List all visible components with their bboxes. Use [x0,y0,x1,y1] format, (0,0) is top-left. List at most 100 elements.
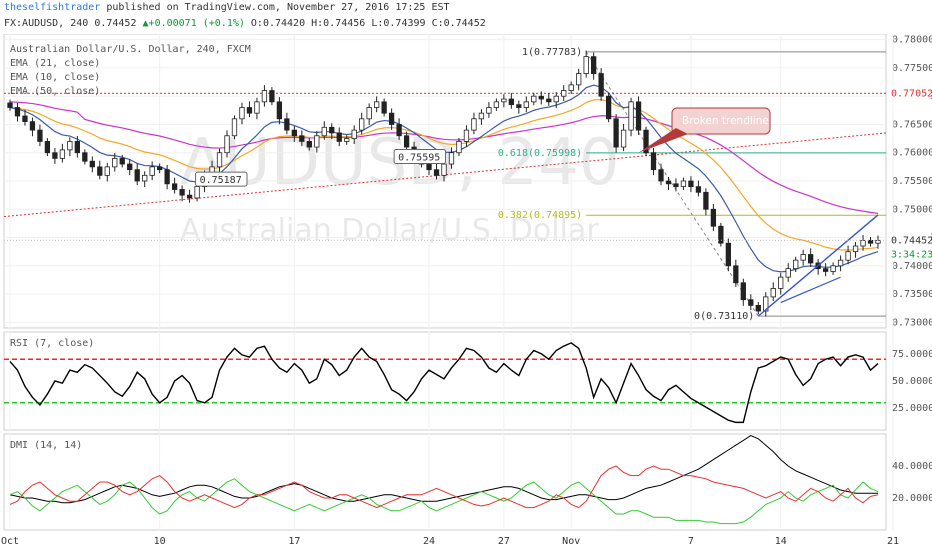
open-value: O:0.74420 [250,18,306,29]
candle-body [381,101,387,114]
candle-body [643,129,649,154]
price-tick-label: 0.76000 [892,148,932,159]
candle-body [388,112,395,125]
candle-body [299,135,305,142]
ema50-line [9,101,879,215]
candle-body [67,141,73,151]
candle-body [463,129,470,142]
annotation-text: Broken trendline [682,115,769,127]
price-tick-label: 0.78000 [892,35,932,46]
rsi-label: RSI (7, close) [10,338,94,349]
candle-body [37,129,43,142]
candle-body [403,135,410,148]
candle-body [74,141,80,154]
dmi-tick-label: 20.0000 [892,493,932,504]
candle-body [97,166,103,176]
date-tick-label: 27 [498,536,510,547]
candle-body [808,254,814,264]
date-tick-label: Oct [1,536,19,547]
candle-body [531,95,537,103]
candle-body [82,152,88,162]
dmi-series-adx [9,435,878,504]
candle-body [733,265,739,284]
low-value: L:0.74399 [371,18,426,29]
candle-body [501,98,507,103]
candle-body [291,129,297,137]
dmi-label: DMI (14, 14) [10,440,82,451]
candle-body [546,98,552,103]
candle-body [284,118,290,131]
candle-body [239,107,245,120]
ema21-line [9,98,879,251]
candle-body [224,135,230,154]
rsi-tick-label: 25.0000 [892,403,932,414]
candle-body [366,107,372,120]
candle-body [186,194,193,199]
resistance-price-tag-bg [889,86,931,100]
candle-body [112,157,118,168]
price-tick-label: 0.74000 [892,261,932,272]
candle-body [194,186,200,199]
candle-body [359,118,365,131]
candle-body [508,98,514,106]
dmi-series-di [9,465,879,509]
instrument-title: Australian Dollar/U.S. Dollar, 240, FXCM [10,44,251,55]
candle-body [374,101,380,108]
candle-body [471,118,477,131]
author-link[interactable]: theselfishtrader [4,2,101,13]
candle-body [703,191,709,210]
candle-body [710,208,717,227]
dmi-pane-frame [3,433,887,531]
candle-body [448,152,455,165]
dmi-tick-label: 40.0000 [892,461,932,472]
candle-body [553,95,559,103]
candle-body [254,101,260,114]
candle-body [261,90,268,103]
indicator-label: EMA (21, close) [10,58,100,69]
price-tick-label: 0.75500 [892,176,932,187]
candle-body [321,126,327,137]
candle-body [576,73,582,86]
last-price-tag-bg [889,233,931,247]
candle-body [785,268,791,278]
candle-body [179,189,185,196]
date-tick-label: 10 [154,536,166,547]
candle-body [344,138,350,142]
candle-body [164,169,170,185]
candle-body [688,180,694,188]
candle-body [523,101,529,108]
date-tick-label: 14 [775,536,787,547]
candle-body [800,254,806,261]
candle-body [650,152,657,171]
date-tick-label: 7 [688,536,694,547]
low-callout-box [195,171,248,187]
candle-body [52,152,58,159]
candle-body [658,169,664,182]
rsi-line [9,342,879,424]
candle-body [216,152,223,168]
channel-line-lower [780,276,841,304]
high-value: H:0.74456 [311,18,366,29]
candle-body [134,169,140,182]
candle-body [456,141,462,154]
price-tick-label: 0.76500 [892,119,932,130]
candle-body [149,166,155,176]
time-remaining-tag-bg [889,247,931,261]
candle-body [336,132,342,142]
indicator-label: EMA (50, close) [10,86,100,97]
time-remaining-tag: 3:34:23 [891,249,932,260]
candle-body [598,73,604,97]
resistance-price-tag: 0.77052 [891,88,932,99]
last-value: 0.74452 [94,18,137,29]
candle-body [680,180,687,188]
candle-body [845,251,851,261]
date-tick-label: 24 [423,536,435,547]
candle-body [875,239,881,244]
candle-body [860,239,866,247]
candle-body [725,242,731,267]
candle-body [329,126,335,134]
indicator-label: EMA (10, close) [10,72,100,83]
candle-body [591,56,597,74]
candle-body [59,149,66,159]
